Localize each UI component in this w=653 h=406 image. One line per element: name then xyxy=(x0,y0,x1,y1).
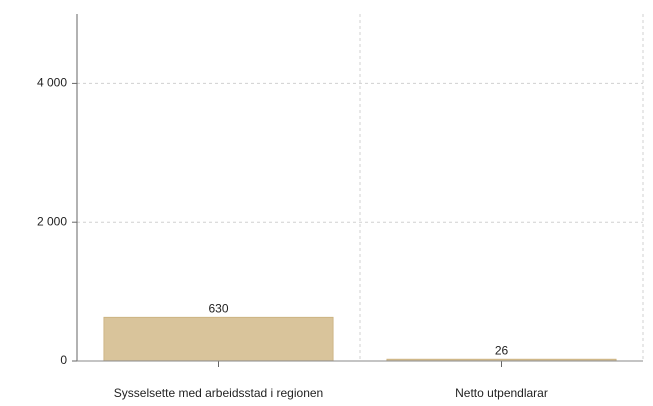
data-label: 630 xyxy=(208,301,228,315)
y-tick-label: 4 000 xyxy=(37,76,67,90)
y-tick-label: 0 xyxy=(60,353,67,367)
x-tick-label: Netto utpendlarar xyxy=(455,386,548,400)
y-tick-label: 2 000 xyxy=(37,214,67,228)
data-label: 26 xyxy=(495,343,509,357)
x-tick-label: Sysselsette med arbeidsstad i regionen xyxy=(114,386,323,400)
bar xyxy=(103,316,334,362)
